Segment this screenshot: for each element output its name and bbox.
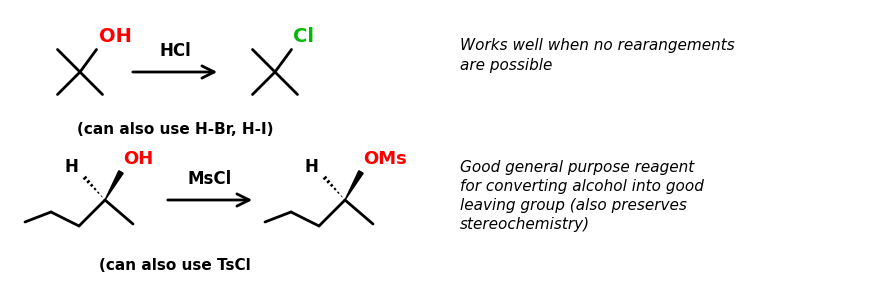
Text: OMs: OMs [363,150,407,168]
Text: (can also use H-Br, H-I): (can also use H-Br, H-I) [77,122,273,137]
Text: H: H [64,158,78,176]
Text: OH: OH [98,26,132,46]
Text: MsCl: MsCl [188,170,232,188]
Text: OH: OH [123,150,153,168]
Text: stereochemistry): stereochemistry) [460,217,591,232]
Text: HCl: HCl [159,42,191,60]
Text: Good general purpose reagent: Good general purpose reagent [460,160,694,175]
Text: (can also use TsCl: (can also use TsCl [99,258,251,273]
Polygon shape [345,171,363,200]
Text: for converting alcohol into good: for converting alcohol into good [460,179,704,194]
Text: H: H [304,158,318,176]
Polygon shape [105,171,123,200]
Text: are possible: are possible [460,58,552,73]
Text: Cl: Cl [293,26,315,46]
Text: Works well when no rearangements: Works well when no rearangements [460,38,735,53]
Text: leaving group (also preserves: leaving group (also preserves [460,198,687,213]
